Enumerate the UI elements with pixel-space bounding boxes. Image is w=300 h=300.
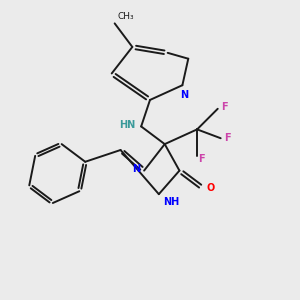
Text: F: F [224, 133, 231, 143]
Text: F: F [221, 102, 227, 112]
Text: O: O [206, 183, 215, 193]
Text: NH: NH [163, 196, 179, 206]
Text: F: F [198, 154, 205, 164]
Text: N: N [133, 164, 141, 174]
Text: HN: HN [120, 120, 136, 130]
Text: N: N [180, 90, 188, 100]
Text: CH₃: CH₃ [118, 12, 134, 21]
